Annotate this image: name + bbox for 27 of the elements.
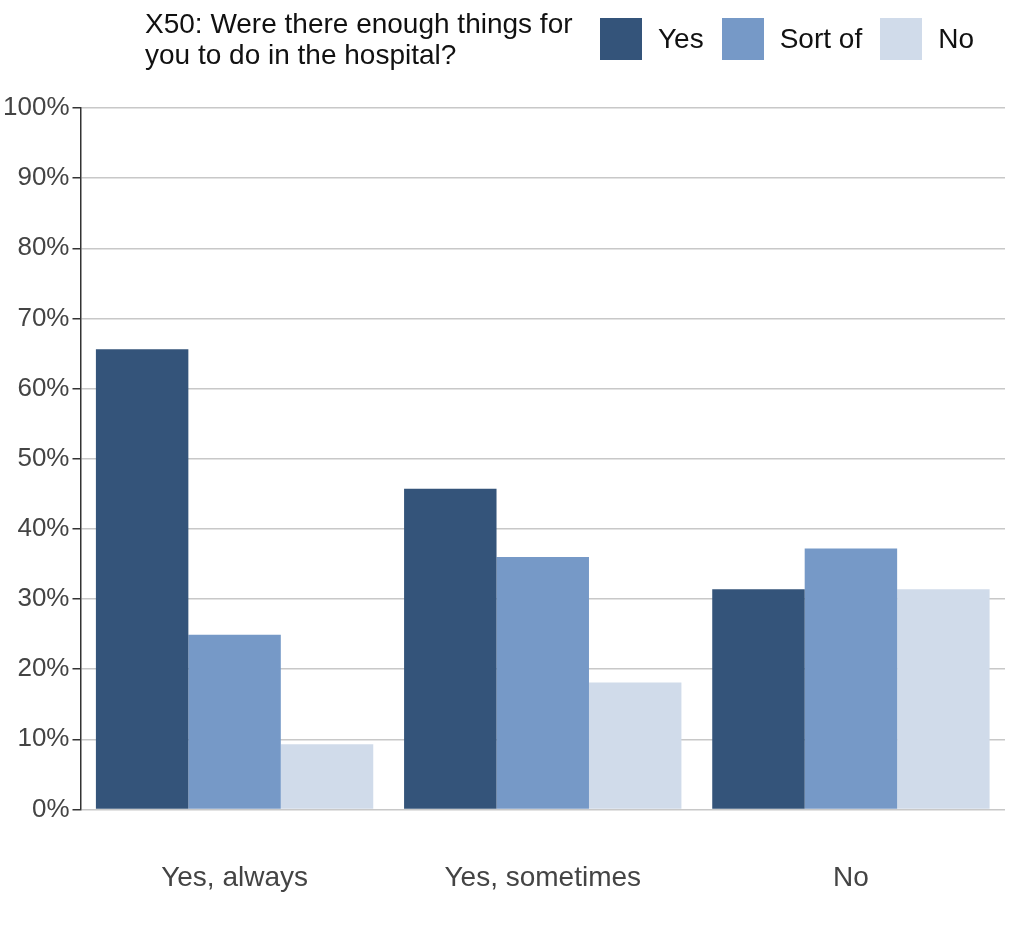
bar	[188, 634, 281, 809]
legend-label: No	[938, 23, 974, 55]
x-tick-label: Yes, sometimes	[444, 860, 642, 892]
bar	[280, 744, 374, 809]
y-tick-label: 90%	[17, 161, 70, 192]
legend-title: X50: Were there enough things for you to do in the hospital?	[145, 8, 574, 70]
bar	[897, 589, 990, 809]
x-tick-label: Yes, always	[161, 860, 308, 892]
y-tick-label: 0%	[31, 792, 70, 823]
bar	[712, 589, 805, 809]
y-tick-label: 20%	[17, 652, 70, 683]
bar	[95, 349, 189, 809]
y-tick-label: 40%	[17, 512, 70, 543]
bar	[496, 556, 589, 809]
bar	[588, 682, 682, 809]
x-tick-label: No	[833, 860, 869, 892]
y-tick-label: 80%	[17, 231, 70, 262]
bar	[804, 548, 898, 809]
y-tick-label: 60%	[17, 371, 70, 402]
y-tick-label: 50%	[17, 441, 70, 472]
y-tick-label: 30%	[17, 582, 70, 613]
y-tick-label: 10%	[17, 722, 70, 753]
y-tick-label: 100%	[3, 91, 70, 122]
legend-label: Yes	[658, 23, 704, 55]
legend-label: Sort of	[779, 23, 863, 55]
bar	[404, 488, 497, 809]
y-tick-label: 70%	[17, 301, 70, 332]
